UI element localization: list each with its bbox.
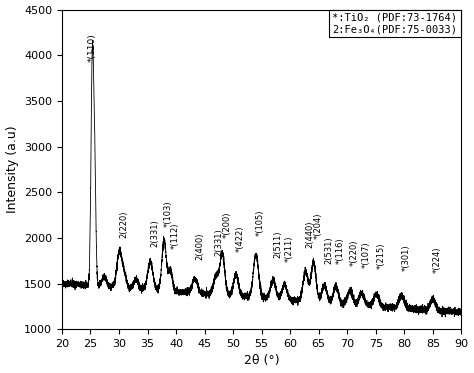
Text: *(224): *(224) (433, 247, 442, 273)
Text: *(103): *(103) (164, 201, 173, 227)
Text: *:TiO₂ (PDF:73-1764)
2:Fe₃O₄(PDF:75-0033): *:TiO₂ (PDF:73-1764) 2:Fe₃O₄(PDF:75-0033… (332, 13, 457, 34)
Text: 2(331): 2(331) (150, 220, 159, 247)
Text: *(110): *(110) (88, 33, 97, 62)
Text: *(422): *(422) (236, 226, 245, 252)
X-axis label: 2θ (°): 2θ (°) (244, 354, 280, 367)
Y-axis label: Intensity (a.u): Intensity (a.u) (6, 126, 18, 213)
Text: 2(220): 2(220) (119, 211, 128, 238)
Text: *(211): *(211) (284, 235, 293, 262)
Text: *(116): *(116) (336, 237, 345, 264)
Text: *(112): *(112) (170, 223, 179, 249)
Text: *(301): *(301) (401, 245, 410, 271)
Text: 2(531): 2(531) (324, 236, 333, 264)
Text: 2(331): 2(331) (215, 228, 224, 256)
Text: *(105): *(105) (256, 209, 265, 235)
Text: 2(440): 2(440) (306, 221, 315, 248)
Text: *(220): *(220) (350, 239, 359, 266)
Text: *(215): *(215) (376, 243, 385, 269)
Text: 2(400): 2(400) (195, 233, 204, 260)
Text: *(204): *(204) (314, 213, 323, 239)
Text: *(200): *(200) (222, 212, 231, 238)
Text: 2(511): 2(511) (273, 231, 282, 258)
Text: *(107): *(107) (362, 241, 371, 267)
